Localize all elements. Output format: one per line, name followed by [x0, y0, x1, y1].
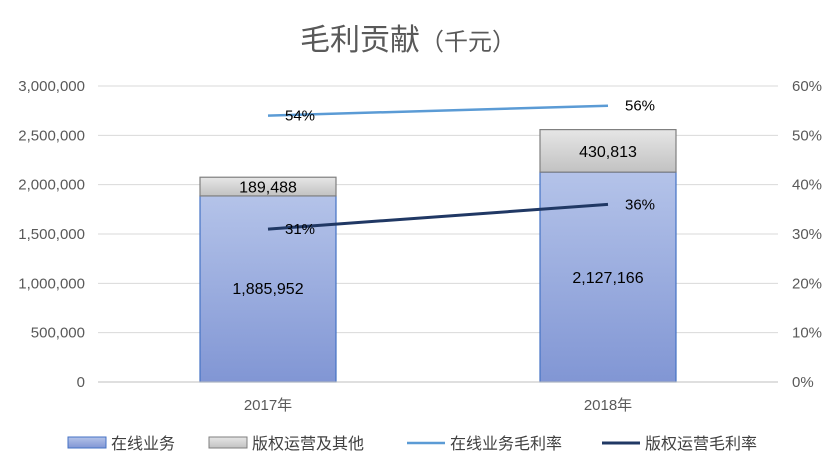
- line-copyright-margin-label: 36%: [625, 196, 655, 213]
- line-online-margin: [267, 104, 609, 117]
- x-axis-tick-label: 2018年: [584, 397, 632, 414]
- line-online-margin-label: 56%: [625, 98, 655, 115]
- bar-online-value-label: 1,885,952: [232, 281, 303, 298]
- legend-online-business: 在线业务: [67, 434, 175, 453]
- left-axis-tick-label: 1,000,000: [18, 275, 85, 292]
- legend: 在线业务 版权运营及其他 在线业务毛利率 版权运营毛利率: [67, 434, 757, 453]
- right-axis-tick-label: 10%: [792, 325, 822, 342]
- legend-copyright-operations-swatch: [208, 436, 248, 449]
- bar-copyright-operations: [199, 176, 337, 197]
- legend-copyright-operations: 版权运营及其他: [208, 434, 364, 453]
- left-axis-tick-label: 2,000,000: [18, 177, 85, 194]
- x-axis-tick-label: 2017年: [244, 397, 292, 414]
- right-axis-tick-label: 50%: [792, 127, 822, 144]
- right-axis-tick-label: 20%: [792, 275, 822, 292]
- axes: 0 0% 500,000 10% 1,000,000 20% 1,500,000 30% 2,0…: [18, 78, 822, 414]
- right-axis-tick-label: 60%: [792, 78, 822, 95]
- chart-title-unit: （千元）: [420, 28, 516, 56]
- line-online-margin-label: 54%: [285, 108, 315, 125]
- legend-copyright-margin: 版权运营毛利率: [602, 434, 757, 453]
- left-axis-tick-label: 2,500,000: [18, 127, 85, 144]
- left-axis-tick-label: 3,000,000: [18, 78, 85, 95]
- legend-online-business-label: 在线业务: [111, 434, 175, 453]
- bars: [199, 129, 677, 383]
- right-axis-tick-label: 0%: [792, 374, 814, 391]
- legend-online-margin: 在线业务毛利率: [407, 434, 562, 453]
- bar-copyright-value-label: 189,488: [239, 180, 297, 197]
- left-axis-tick-label: 500,000: [31, 325, 85, 342]
- right-axis-tick-label: 40%: [792, 177, 822, 194]
- legend-copyright-margin-label: 版权运营毛利率: [645, 434, 757, 453]
- data-labels: 1,885,952 189,488 2,127,166 430,813 54% 56% 31…: [232, 98, 655, 298]
- bar-copyright-operations: [539, 129, 677, 173]
- legend-online-margin-label: 在线业务毛利率: [450, 434, 562, 453]
- bar-copyright-value-label: 430,813: [579, 144, 637, 161]
- left-axis-tick-label: 1,500,000: [18, 226, 85, 243]
- left-axis-tick-label: 0: [77, 374, 85, 391]
- legend-copyright-operations-label: 版权运营及其他: [252, 434, 364, 453]
- right-axis-tick-label: 30%: [792, 226, 822, 243]
- chart-title-main: 毛利贡献: [300, 23, 420, 58]
- legend-online-business-swatch: [67, 436, 107, 449]
- chart-title: 毛利贡献（千元）: [300, 23, 516, 58]
- line-copyright-margin: [267, 202, 609, 231]
- bar-online-value-label: 2,127,166: [572, 270, 643, 287]
- lines: [267, 104, 609, 231]
- line-copyright-margin-label: 31%: [285, 221, 315, 238]
